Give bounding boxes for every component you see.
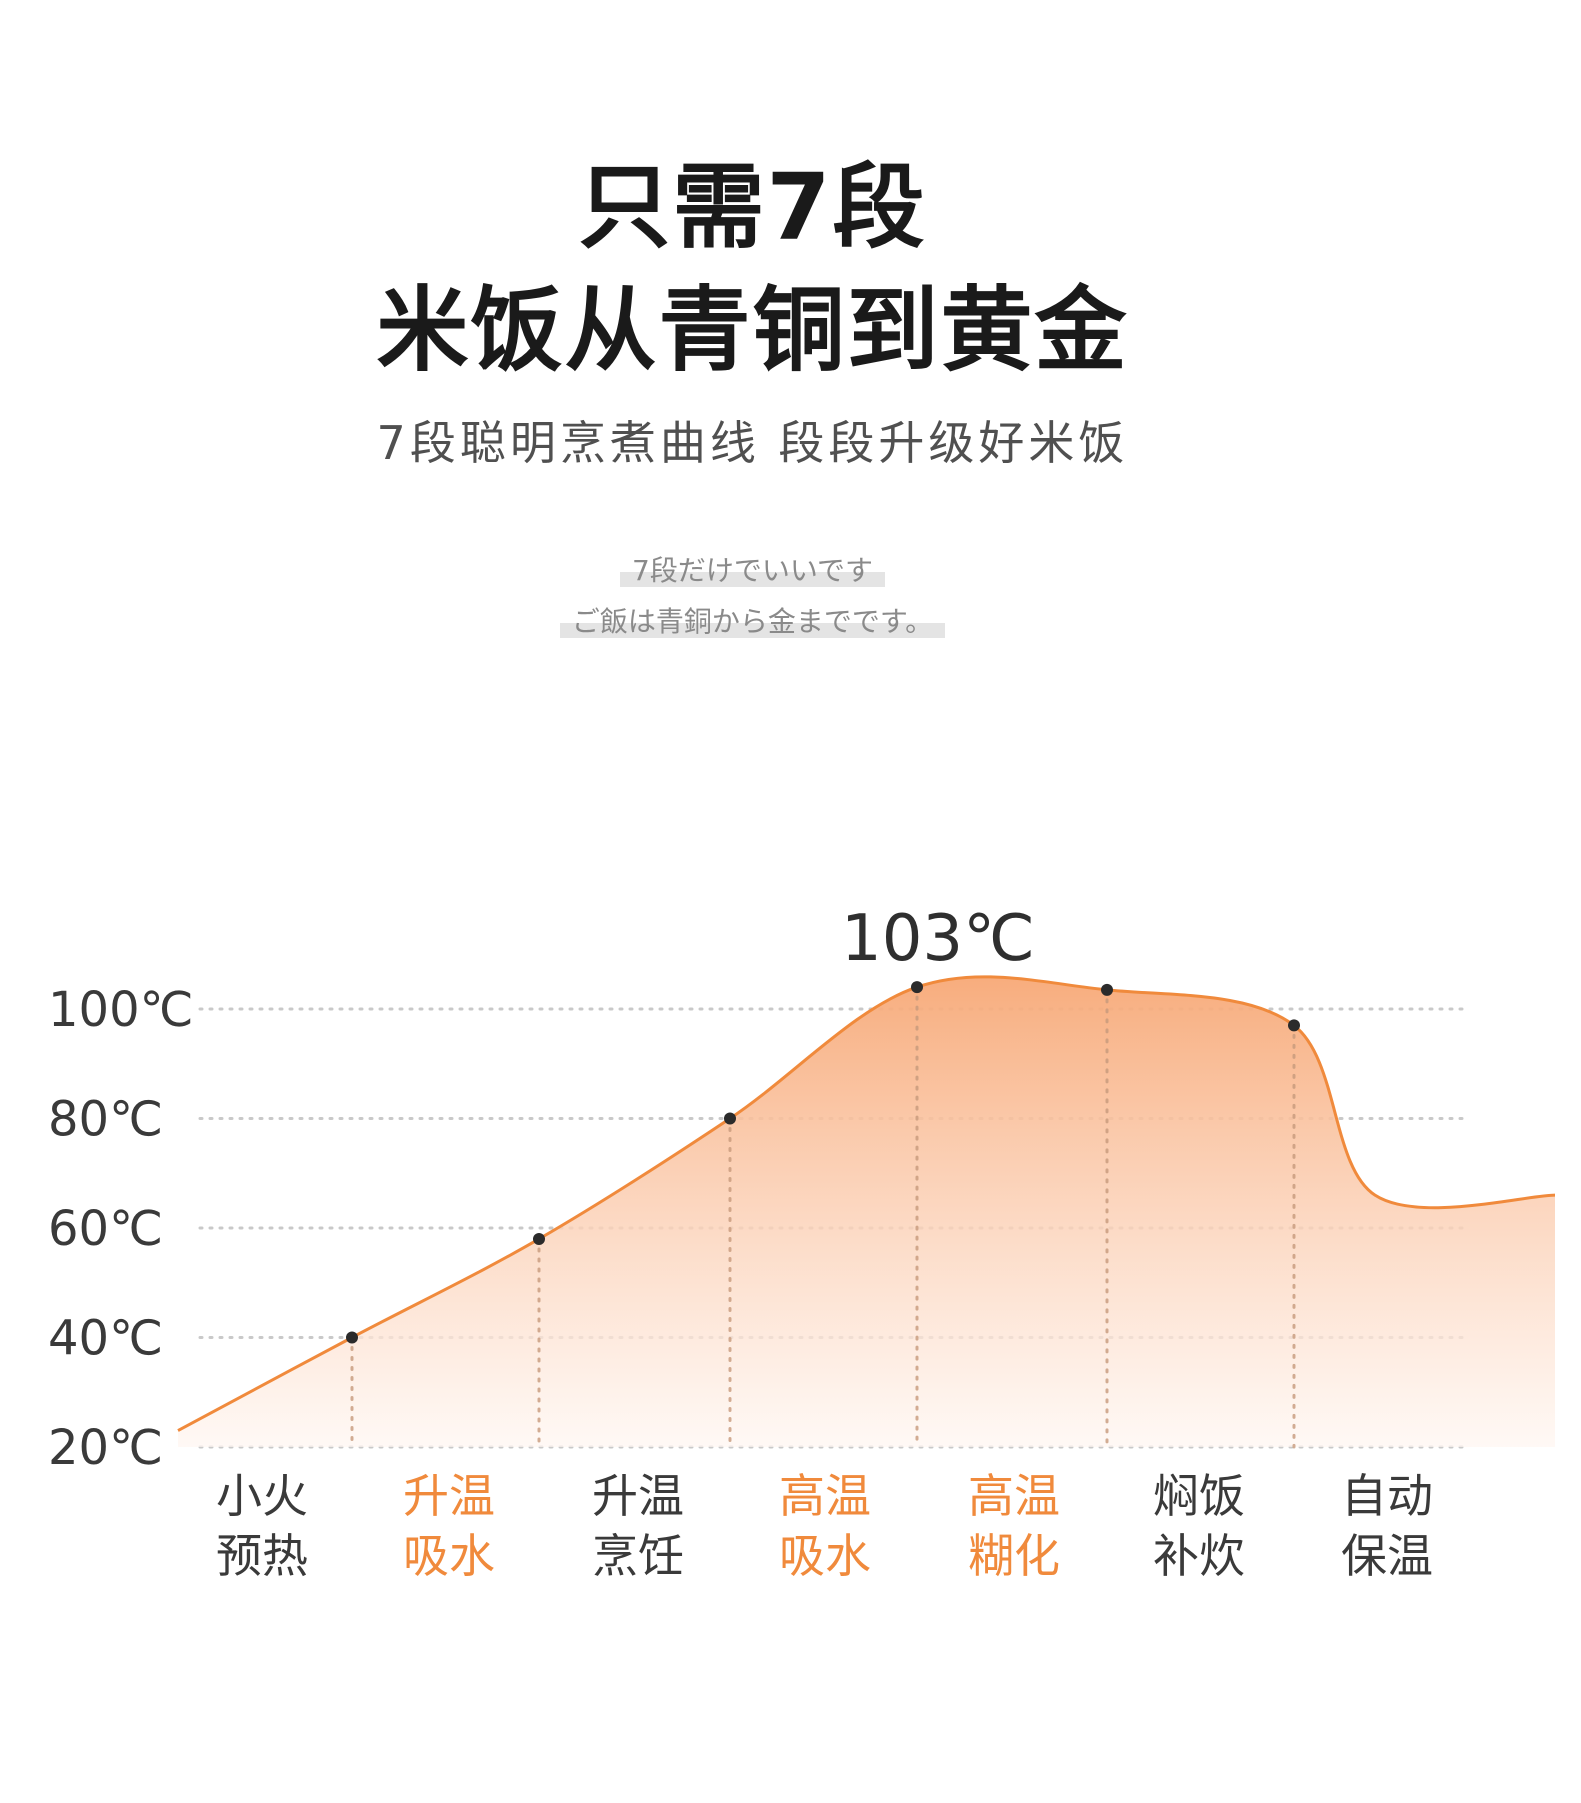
japanese-caption-line-1: 7段だけでいいです bbox=[0, 554, 1505, 587]
y-tick-label: 20℃ bbox=[48, 1420, 163, 1476]
stage-label-line2: 糊化 bbox=[968, 1529, 1060, 1583]
peak-temperature-label: 103℃ bbox=[841, 902, 1035, 976]
stage-label-line2: 预热 bbox=[216, 1529, 308, 1583]
stage-label-line2: 保温 bbox=[1341, 1529, 1433, 1583]
stage-label-line1: 高温 bbox=[968, 1469, 1060, 1523]
japanese-caption-line-2: ご飯は青銅から金までです。 bbox=[0, 605, 1505, 638]
area-fill bbox=[178, 976, 1555, 1447]
data-point bbox=[1288, 1019, 1300, 1032]
data-point bbox=[1101, 983, 1113, 996]
stage-label-line1: 高温 bbox=[779, 1469, 871, 1523]
stage-label-line1: 焖饭 bbox=[1153, 1469, 1245, 1523]
y-tick-label: 40℃ bbox=[48, 1311, 163, 1367]
y-tick-label: 60℃ bbox=[48, 1201, 163, 1257]
y-tick-label: 80℃ bbox=[48, 1092, 163, 1148]
y-tick-label: 100℃ bbox=[48, 982, 194, 1038]
stage-label-line1: 自动 bbox=[1341, 1469, 1433, 1523]
data-point bbox=[911, 981, 923, 994]
stage-label-line2: 补炊 bbox=[1153, 1529, 1245, 1583]
stage-label-line1: 小火 bbox=[216, 1469, 308, 1523]
stage-label-line1: 升温 bbox=[403, 1469, 495, 1523]
title-line-2: 米饭从青铜到黄金 bbox=[376, 277, 1129, 384]
data-point bbox=[724, 1112, 736, 1125]
data-point bbox=[346, 1331, 358, 1344]
data-point bbox=[533, 1232, 545, 1245]
stage-gridlines bbox=[350, 985, 1296, 1449]
stage-label-line2: 烹饪 bbox=[592, 1529, 684, 1583]
temperature-curve-line bbox=[177, 975, 1556, 1432]
japanese-caption-text-2: ご飯は青銅から金までです。 bbox=[559, 605, 946, 638]
japanese-caption-text-1: 7段だけでいいです bbox=[620, 554, 885, 587]
stage-label-line2: 吸水 bbox=[403, 1529, 495, 1583]
data-points bbox=[346, 981, 1300, 1344]
area-layer bbox=[177, 975, 1556, 1447]
title-line-1: 只需7段 bbox=[578, 154, 927, 261]
stage-label-line1: 升温 bbox=[592, 1469, 684, 1523]
subtitle: 7段聪明烹煮曲线 段段升级好米饭 bbox=[376, 416, 1129, 470]
stage-label-line2: 吸水 bbox=[779, 1529, 871, 1583]
